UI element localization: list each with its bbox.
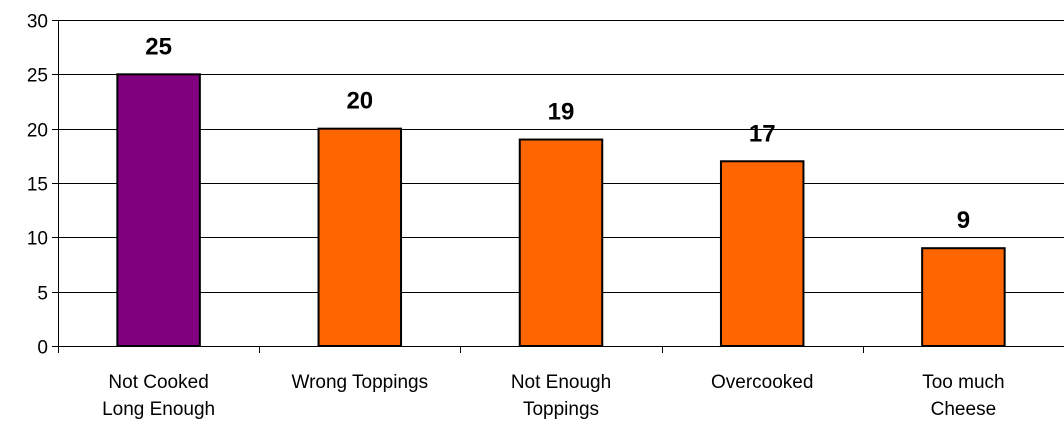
bar <box>518 138 604 347</box>
y-tick-label: 5 <box>37 284 48 305</box>
bar <box>921 247 1006 347</box>
x-tick-label: Overcooked <box>711 372 813 393</box>
data-label: 20 <box>346 88 373 115</box>
y-tick-label: 30 <box>27 12 48 33</box>
axes <box>58 20 1064 353</box>
x-tick-label-line: Toppings <box>523 399 599 420</box>
bar <box>719 160 805 347</box>
x-tick-label: Wrong Toppings <box>291 372 428 393</box>
y-tick-label: 20 <box>27 121 48 142</box>
data-labels: 25 20 19 17 9 <box>145 33 970 234</box>
x-tick-label-line: Long Enough <box>102 399 215 420</box>
bars <box>116 73 1006 347</box>
x-tick-label: Too much Cheese <box>922 372 1004 420</box>
x-tick-label-line: Cheese <box>931 399 997 420</box>
y-tick-label: 10 <box>27 229 48 250</box>
y-tick-label: 0 <box>37 338 48 359</box>
x-tick-label-line: Too much <box>922 372 1004 393</box>
bar <box>116 73 201 347</box>
data-label: 25 <box>145 33 172 60</box>
data-label: 9 <box>957 207 970 234</box>
y-tick-label: 15 <box>27 175 48 196</box>
y-tick-label: 25 <box>27 66 48 87</box>
x-tick-label: Not Enough Toppings <box>511 372 611 420</box>
y-axis-ticks: 0 5 10 15 20 25 30 <box>27 12 58 359</box>
bar <box>317 127 403 347</box>
x-tick-label-line: Overcooked <box>711 372 813 393</box>
x-tick-label-line: Not Enough <box>511 372 611 393</box>
data-label: 17 <box>749 120 776 147</box>
x-tick-label-line: Wrong Toppings <box>291 372 428 393</box>
data-label: 19 <box>548 99 575 126</box>
x-tick-label-line: Not Cooked <box>108 372 208 393</box>
x-tick-label: Not Cooked Long Enough <box>102 372 215 420</box>
x-axis-labels: Not Cooked Long Enough Wrong Toppings Not E… <box>102 372 1005 420</box>
